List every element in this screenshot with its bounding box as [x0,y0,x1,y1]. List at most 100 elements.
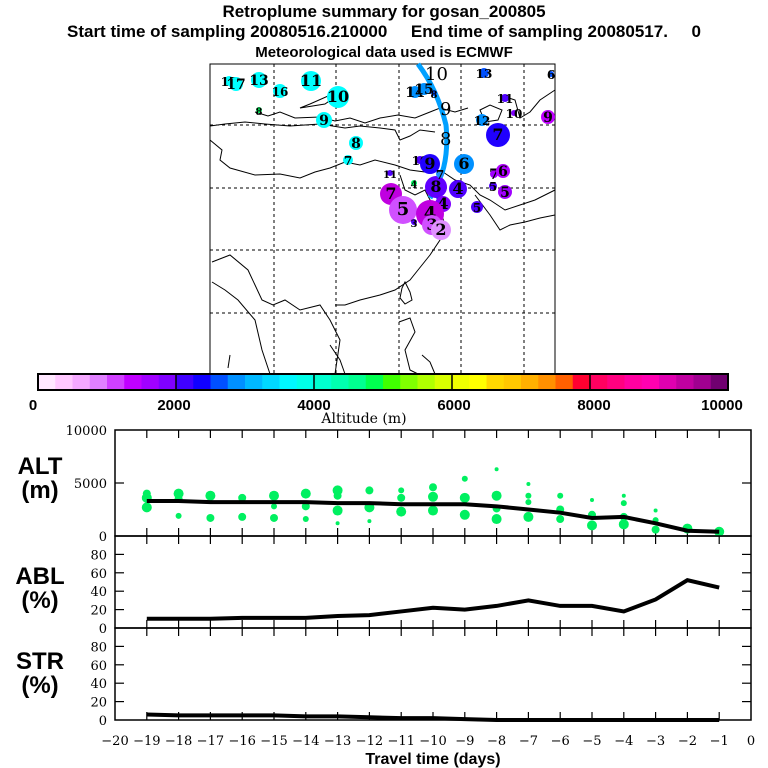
alt-scatter-point [300,488,311,499]
colorbar-swatch [210,374,229,390]
abl-line [146,578,720,621]
map-point-marker [511,110,517,116]
colorbar-swatch [227,374,246,390]
map-point-label: 7 [492,125,503,144]
map-point-marker [301,71,321,91]
alt-scatter-point [556,515,565,524]
x-tick-label: −4 [614,734,633,749]
colorbar-swatch [469,374,487,390]
map-point-label: 3 [426,215,437,234]
alt-scatter-point [428,491,438,502]
colorbar-swatch [452,374,470,390]
x-tick-label: 0 [747,734,755,749]
alt-scatter-point [397,493,406,502]
colorbar-swatch [193,374,211,390]
alt-scatter-point [525,492,532,499]
map-point-marker [501,94,509,102]
map-point-label: 13 [476,67,493,81]
colorbar-swatch [141,374,160,390]
alt-panel-label: ALT (m) [5,455,75,503]
colorbar-swatch [607,374,625,390]
colorbar-swatch [365,374,384,390]
x-tick-label: −2 [678,734,697,749]
colorbar-swatch [89,374,108,390]
colorbar-swatch [314,374,332,390]
abl-label-line2: (%) [21,587,59,614]
colorbar-swatch [331,374,349,390]
colorbar-swatch [124,374,142,390]
colorbar-swatch [158,374,177,390]
colorbar-title: Altitude (m) [320,411,406,427]
x-tick-label: −6 [551,734,570,749]
map-point-marker [327,86,349,108]
trajectory-label: 9 [440,99,451,120]
map-point-label: 8 [351,136,361,152]
str-panel-label: STR (%) [5,650,75,698]
alt-scatter-point [141,502,152,513]
map-point-marker [479,68,489,78]
colorbar-swatch [538,374,556,390]
map-point-label: 4 [411,180,418,191]
map-point-marker [387,170,393,176]
alt-scatter-point [398,487,405,494]
alt-scatter-point [270,513,278,522]
panel-frame [114,535,752,629]
y-tick-label: 0 [99,622,107,637]
colorbar-tick: 8000 [577,397,610,414]
colorbar-swatch [641,374,660,390]
abl-panel-label: ABL (%) [5,565,75,613]
map-point-label: 4 [437,194,448,213]
colorbar-swatch [590,374,608,390]
map-point-label: 13 [249,73,268,89]
str-panel: 0 20 40 60 80 [90,627,752,729]
map-point-label: 6 [547,68,555,82]
trajectory-label: 8 [440,129,451,150]
colorbar-swatch [107,374,125,390]
map-point-marker [471,201,483,213]
map-point-marker [256,107,262,113]
alt-line [146,499,720,534]
map-point-label: 8 [430,177,441,196]
map-point-marker [425,176,447,198]
alt-scatter-point [459,509,470,520]
y-tick-label: 0 [99,714,107,729]
alt-scatter-point [621,493,626,498]
alt-scatter-point [618,519,629,530]
altitude-colorbar [37,373,729,391]
y-tick-label: 60 [90,567,107,582]
map-point-marker [449,180,467,198]
map-point-marker [490,170,498,178]
map-point-marker [316,112,332,128]
colorbar-swatch [659,374,677,390]
alt-scatter-point [396,506,407,517]
chart-title: Retroplume summary for gosan_200805 [222,2,546,21]
alt-scatter-point [620,500,627,507]
alt-scatter-point [429,483,437,492]
x-tick-label: −19 [133,734,160,749]
map-point-label: 11 [300,71,322,90]
map-point-marker [489,182,497,190]
y-tick-label: 40 [90,677,107,692]
map-point-label: 10 [506,107,523,121]
map-point-marker [498,185,512,199]
map-point-label: 7 [344,154,352,168]
map-gridlines [210,64,555,374]
colorbar-tick: 4000 [297,397,330,414]
x-tick-label: −12 [356,734,383,749]
map-point-marker [418,83,430,95]
x-tick-label: −17 [197,734,224,749]
alt-scatter-point [651,525,660,534]
alt-scatter-point [494,467,499,472]
y-tick-label: 5000 [74,477,107,492]
map-point-marker [343,155,353,165]
map-point-label: 9 [543,110,553,126]
str-line [146,712,720,722]
y-tick-label: 80 [90,640,107,655]
alt-scatter-point [557,492,564,499]
y-tick-label: 20 [90,604,107,619]
abl-panel: 0 20 40 60 80 [90,535,752,637]
alt-label-line1: ALT [17,453,63,480]
alt-scatter-point [428,505,438,516]
x-tick-label: −18 [165,734,192,749]
